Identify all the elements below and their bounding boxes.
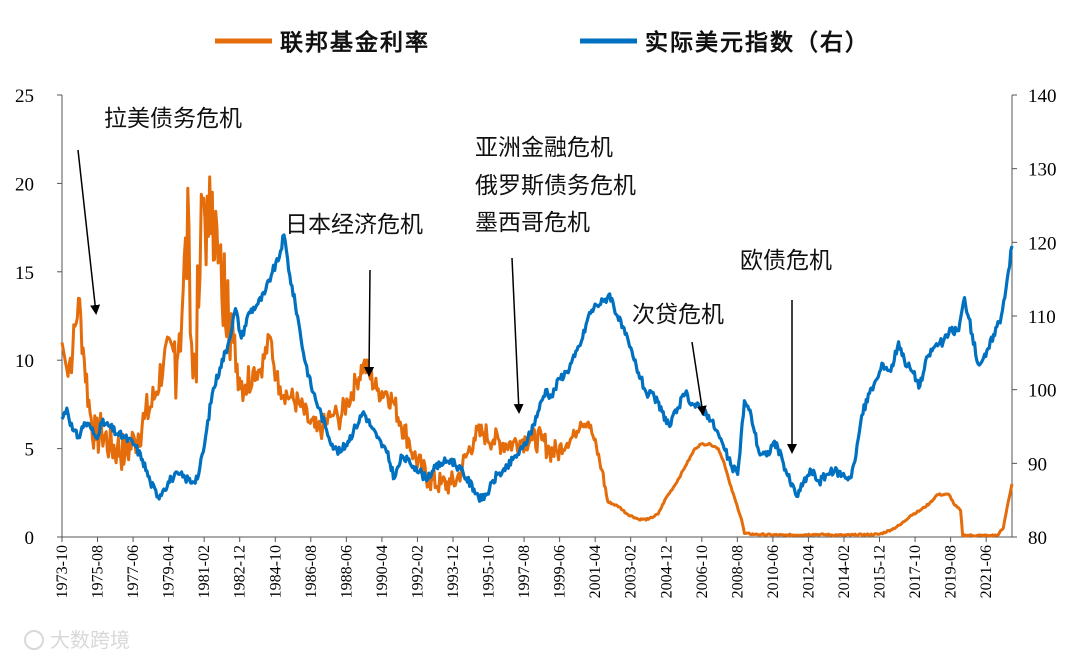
legend-label-fed-funds-rate: 联邦基金利率 [280, 29, 430, 56]
x-tick-label: 2021-06 [978, 545, 995, 598]
x-tick-label: 1995-10 [481, 545, 498, 598]
left-tick-label: 5 [25, 440, 35, 461]
annotation-latam-debt-crisis: 拉美债务危机 [104, 106, 242, 132]
watermark-text: 大数跨境 [50, 628, 130, 652]
right-tick-label: 100 [1028, 381, 1057, 402]
series-line-fed-funds-rate [60, 175, 1014, 538]
arrow-latam-debt-crisis [77, 149, 101, 315]
x-tick-label: 1990-04 [374, 545, 391, 598]
legend-label-real-dollar-index: 实际美元指数（右） [645, 29, 870, 56]
left-tick-label: 20 [15, 174, 34, 195]
annotation-mexico-crisis: 墨西哥危机 [475, 210, 590, 236]
watermark-logo-icon [24, 630, 44, 650]
watermark: 大数跨境 [24, 628, 130, 652]
x-tick-label: 1993-12 [445, 545, 462, 598]
left-tick-label: 0 [25, 528, 35, 549]
x-tick-label: 2012-04 [800, 545, 817, 598]
x-tick-label: 2001-04 [587, 545, 604, 598]
right-tick-label: 140 [1028, 86, 1057, 107]
annotation-asian-financial-crisis: 亚洲金融危机 [475, 135, 613, 161]
x-tick-label: 2019-08 [943, 545, 960, 598]
left-axis-ticks: 0 5 10 15 20 25 [15, 86, 62, 549]
right-axis-ticks: 80 90 100 110 120 130 140 [1012, 86, 1057, 549]
x-tick-label: 1973-10 [54, 545, 71, 598]
x-tick-label: 1977-06 [125, 545, 142, 598]
x-tick-label: 2010-06 [765, 545, 782, 598]
x-tick-label: 1999-06 [552, 545, 569, 598]
arrow-japan-economic-crisis [364, 269, 375, 377]
x-tick-label: 1975-08 [90, 545, 107, 598]
x-tick-label: 1984-10 [267, 545, 284, 598]
left-tick-label: 15 [15, 263, 34, 284]
x-tick-label: 1997-08 [516, 545, 533, 598]
x-tick-label: 1981-02 [196, 545, 213, 598]
series-line-real-dollar-index [60, 233, 1014, 503]
x-tick-label: 1979-04 [161, 545, 178, 598]
left-tick-label: 25 [15, 86, 34, 107]
left-tick-label: 10 [15, 351, 34, 372]
x-tick-label: 2003-02 [623, 545, 640, 598]
x-axis-ticks: 1973-10 1975-08 1977-06 1979-04 1981-02 1982-… [54, 537, 995, 598]
annotation-subprime-crisis: 次贷危机 [632, 302, 724, 328]
x-tick-label: 1992-02 [409, 545, 426, 598]
x-tick-label: 1982-12 [232, 545, 249, 598]
arrow-subprime-crisis [691, 341, 707, 416]
x-tick-label: 2004-12 [658, 545, 675, 598]
x-tick-label: 1988-06 [338, 545, 355, 598]
annotation-russia-debt-crisis: 俄罗斯债务危机 [475, 173, 636, 199]
x-tick-label: 2017-10 [907, 545, 924, 598]
annotation-euro-debt-crisis: 欧债危机 [740, 248, 832, 274]
right-tick-label: 110 [1028, 307, 1056, 328]
right-tick-label: 120 [1028, 233, 1057, 254]
annotation-japan-economic-crisis: 日本经济危机 [285, 212, 423, 238]
x-tick-label: 1986-08 [303, 545, 320, 598]
right-tick-label: 130 [1028, 160, 1057, 181]
x-tick-label: 2006-10 [694, 545, 711, 598]
x-tick-label: 2015-12 [872, 545, 889, 598]
legend: 联邦基金利率 实际美元指数（右） [215, 29, 870, 56]
arrow-asian-russia-mexico-crises [511, 257, 524, 414]
x-tick-label: 2014-02 [836, 545, 853, 598]
right-tick-label: 80 [1028, 528, 1047, 549]
x-tick-label: 2008-08 [729, 545, 746, 598]
right-tick-label: 90 [1028, 454, 1047, 475]
